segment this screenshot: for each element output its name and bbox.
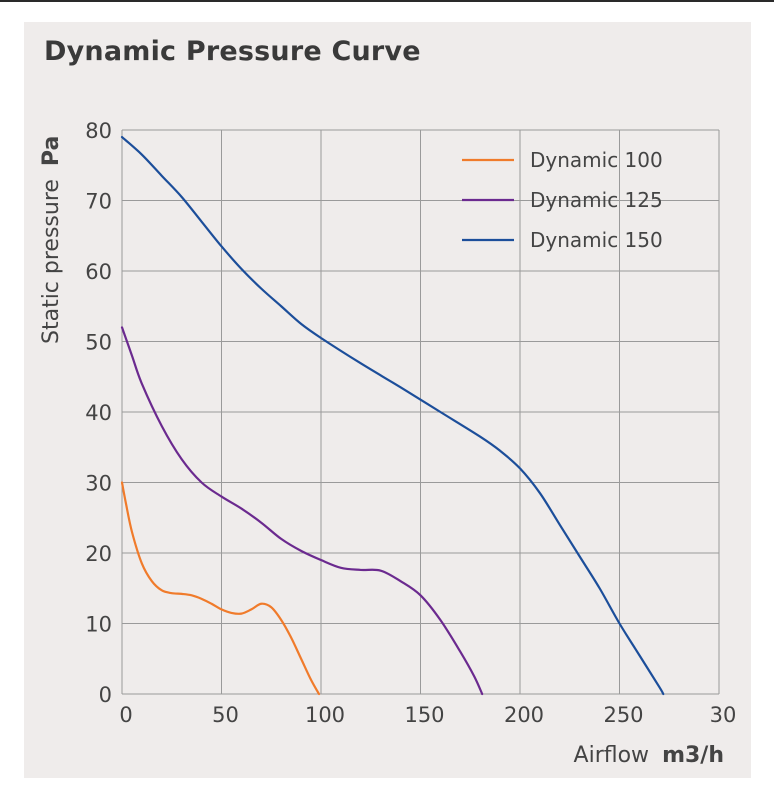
y-axis-label-unit: Pa: [39, 136, 64, 166]
x-tick-label: 250: [603, 703, 643, 727]
x-axis-label-text: Airflow: [574, 743, 650, 768]
y-tick-label: 10: [85, 613, 112, 637]
legend: Dynamic 100 Dynamic 125 Dynamic 150: [462, 148, 663, 252]
legend-label: Dynamic 125: [530, 188, 663, 212]
x-axis-label: Airflow m3/h: [574, 743, 724, 768]
series-line-dynamic-125: [120, 326, 484, 696]
x-tick-label: 100: [305, 703, 345, 727]
y-axis-label: Static pressure Pa: [39, 136, 64, 344]
y-tick-label: 40: [85, 401, 112, 425]
y-tick-label: 60: [85, 260, 112, 284]
chart-svg: Dynamic 100 Dynamic 125 Dynamic 150 0 10 20 3…: [39, 119, 736, 768]
series-line-dynamic-100: [120, 481, 321, 696]
y-tick-label: 20: [85, 542, 112, 566]
series-group: [120, 135, 665, 696]
y-tick-label: 0: [99, 683, 112, 707]
y-tick-label: 80: [85, 119, 112, 143]
y-tick-label: 50: [85, 331, 112, 355]
x-tick-label: 200: [504, 703, 544, 727]
chart-title: Dynamic Pressure Curve: [44, 36, 421, 67]
x-tick-label: 50: [212, 703, 239, 727]
y-tick-label: 30: [85, 472, 112, 496]
y-axis-label-text: Static pressure: [39, 179, 64, 344]
grid: [121, 129, 720, 695]
x-tick-label: 30: [710, 703, 737, 727]
y-tick-label: 70: [85, 190, 112, 214]
x-tick-label: 150: [404, 703, 444, 727]
y-tick-labels: 0 10 20 30 40 50 60 70 80: [85, 119, 112, 707]
top-rule: [0, 0, 774, 2]
series-line-dynamic-150: [120, 135, 665, 696]
x-axis-label-unit: m3/h: [662, 743, 724, 768]
x-tick-label: 0: [119, 703, 132, 727]
legend-label: Dynamic 100: [530, 148, 663, 172]
x-tick-labels: 0 50 100 150 200 250 30: [119, 703, 736, 727]
chart-card: Dynamic Pressure Curve Dynamic 100 Dynami…: [24, 22, 751, 778]
legend-label: Dynamic 150: [530, 228, 663, 252]
